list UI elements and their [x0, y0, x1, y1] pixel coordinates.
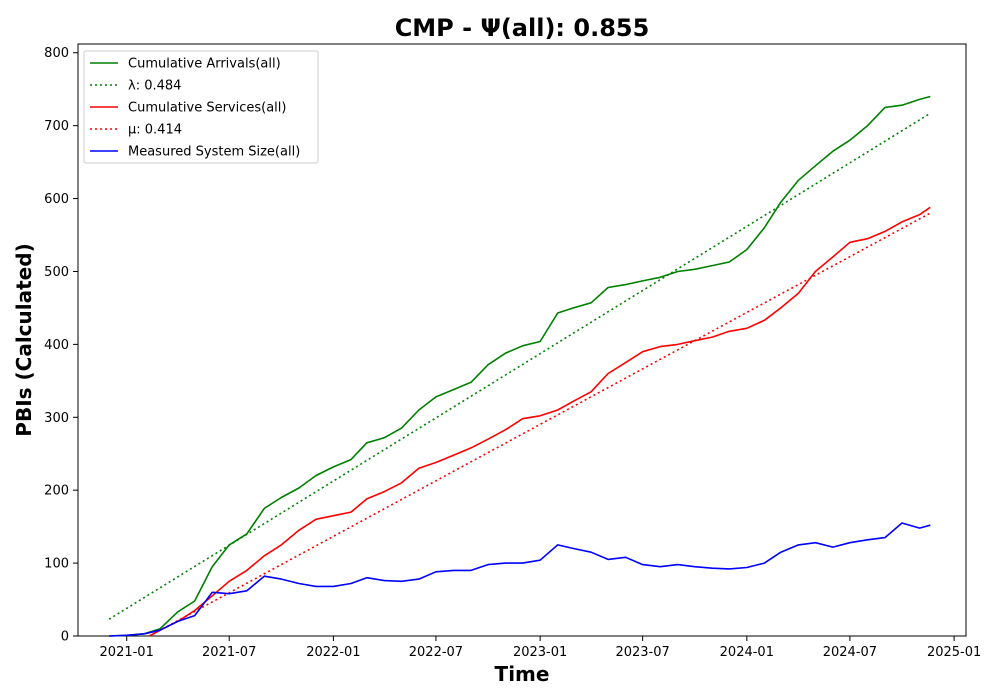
- legend: Cumulative Arrivals(all) λ: 0.484 Cumulati…: [83, 50, 319, 164]
- y-tick-label: 300: [44, 411, 69, 426]
- x-tick-label: 2022-07: [409, 645, 463, 660]
- x-tick-label: 2023-01: [513, 645, 567, 660]
- series-line-4: [109, 522, 931, 637]
- y-tick-label: 500: [44, 265, 69, 280]
- axis-ticks: 2021-01 2021-07 2022-01 2022-07 2023-01 2023-…: [44, 46, 981, 660]
- x-tick-label: 2021-07: [202, 645, 256, 660]
- legend-label-3: μ: 0.414: [128, 123, 182, 138]
- series-line-1: [108, 112, 931, 620]
- chart-title: CMP - Ψ(all): 0.855: [395, 14, 650, 42]
- series-line-3: [149, 212, 931, 637]
- legend-label-4: Measured System Size(all): [128, 145, 300, 160]
- legend-label-2: Cumulative Services(all): [128, 101, 286, 116]
- x-tick-label: 2024-07: [823, 645, 877, 660]
- legend-label-0: Cumulative Arrivals(all): [128, 57, 281, 72]
- x-tick-label: 2021-01: [100, 645, 154, 660]
- y-tick-label: 700: [44, 119, 69, 134]
- series-layer: [108, 95, 931, 637]
- y-tick-label: 100: [44, 557, 69, 572]
- x-tick-label: 2024-01: [720, 645, 774, 660]
- x-tick-label: 2025-01: [927, 645, 981, 660]
- legend-box: [83, 50, 319, 164]
- x-tick-label: 2023-07: [615, 645, 669, 660]
- x-axis-label: Time: [495, 662, 550, 686]
- series-line-2: [149, 206, 931, 637]
- y-axis-label: PBIs (Calculated): [12, 243, 36, 436]
- y-tick-label: 0: [61, 630, 69, 645]
- y-tick-label: 800: [44, 46, 69, 61]
- legend-label-1: λ: 0.484: [128, 79, 181, 94]
- y-tick-label: 400: [44, 338, 69, 353]
- x-tick-label: 2022-01: [306, 645, 360, 660]
- plot-frame: [77, 43, 967, 637]
- series-line-0: [109, 95, 931, 637]
- y-tick-label: 200: [44, 484, 69, 499]
- y-tick-label: 600: [44, 192, 69, 207]
